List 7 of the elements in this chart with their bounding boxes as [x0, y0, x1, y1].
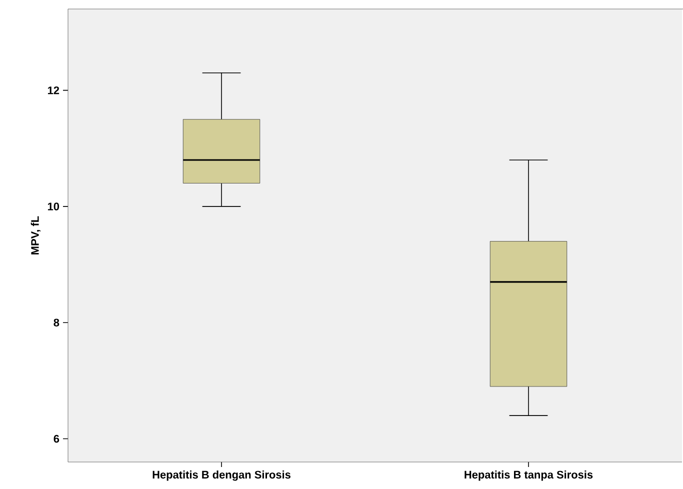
x-tick-label: Hepatitis B tanpa Sirosis — [464, 470, 593, 481]
y-tick-label: 8 — [54, 318, 60, 326]
y-axis-title: MPV, fL — [30, 216, 40, 254]
x-tick-label: Hepatitis B dengan Sirosis — [152, 470, 290, 481]
y-tick-label: 10 — [48, 202, 60, 210]
y-tick-label: 6 — [54, 434, 60, 443]
y-tick-label: 12 — [48, 86, 60, 94]
